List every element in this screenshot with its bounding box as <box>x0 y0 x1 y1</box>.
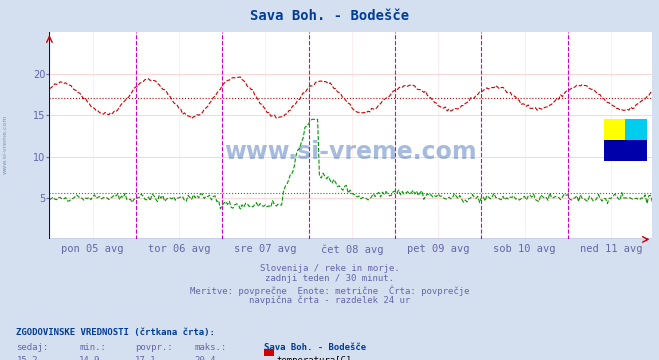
Text: maks.:: maks.: <box>194 343 227 352</box>
Bar <box>604 120 625 140</box>
Text: 14,9: 14,9 <box>79 356 101 360</box>
Text: povpr.:: povpr.: <box>135 343 173 352</box>
Bar <box>604 140 647 161</box>
Text: min.:: min.: <box>79 343 106 352</box>
Text: sre 07 avg: sre 07 avg <box>234 244 297 254</box>
Text: 15,2: 15,2 <box>16 356 38 360</box>
Bar <box>625 120 647 140</box>
Text: www.si-vreme.com: www.si-vreme.com <box>225 140 477 165</box>
Text: tor 06 avg: tor 06 avg <box>148 244 210 254</box>
Text: ned 11 avg: ned 11 avg <box>580 244 643 254</box>
Text: pon 05 avg: pon 05 avg <box>61 244 124 254</box>
Text: Sava Boh. - Bodešče: Sava Boh. - Bodešče <box>264 343 366 352</box>
Text: Meritve: povprečne  Enote: metrične  Črta: povprečje: Meritve: povprečne Enote: metrične Črta:… <box>190 285 469 296</box>
Text: zadnji teden / 30 minut.: zadnji teden / 30 minut. <box>265 274 394 283</box>
Text: 20,4: 20,4 <box>194 356 216 360</box>
Text: sedaj:: sedaj: <box>16 343 49 352</box>
Text: ZGODOVINSKE VREDNOSTI (črtkana črta):: ZGODOVINSKE VREDNOSTI (črtkana črta): <box>16 328 215 337</box>
Text: čet 08 avg: čet 08 avg <box>320 244 383 255</box>
Text: temperatura[C]: temperatura[C] <box>277 356 352 360</box>
Text: Slovenija / reke in morje.: Slovenija / reke in morje. <box>260 264 399 273</box>
Text: sob 10 avg: sob 10 avg <box>494 244 556 254</box>
Text: pet 09 avg: pet 09 avg <box>407 244 469 254</box>
Text: navpična črta - razdelek 24 ur: navpična črta - razdelek 24 ur <box>249 296 410 305</box>
Text: Sava Boh. - Bodešče: Sava Boh. - Bodešče <box>250 9 409 23</box>
Text: 17,1: 17,1 <box>135 356 157 360</box>
Text: www.si-vreme.com: www.si-vreme.com <box>3 114 8 174</box>
